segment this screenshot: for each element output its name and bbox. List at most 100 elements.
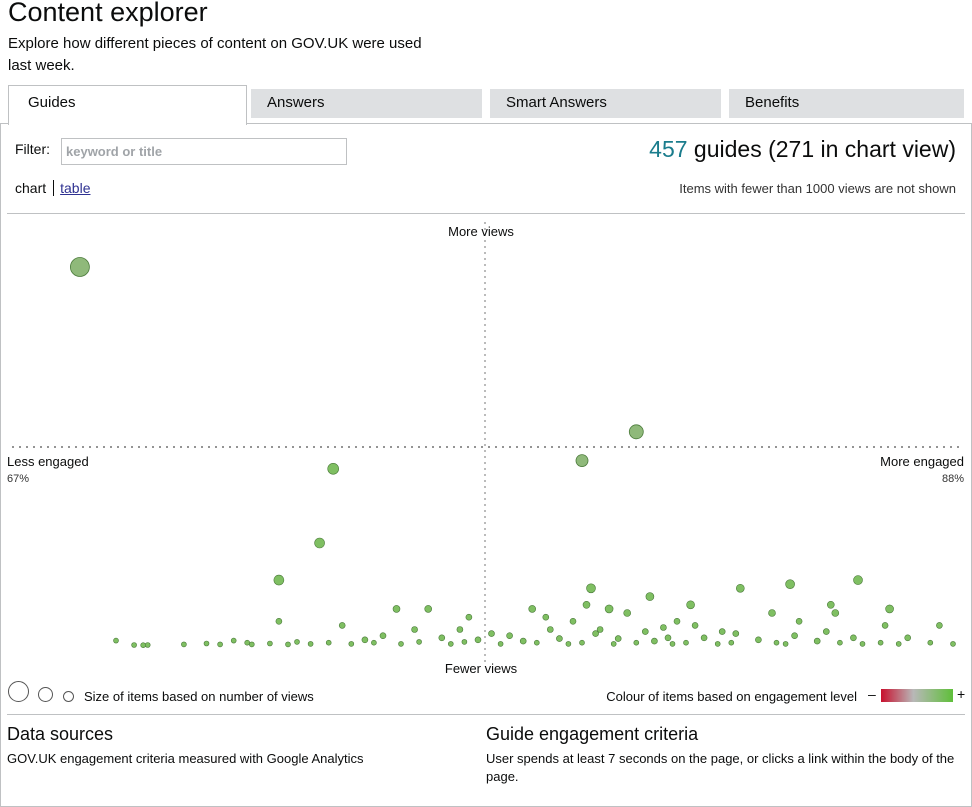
scatter-dot[interactable] (683, 639, 689, 646)
scatter-dot[interactable] (465, 613, 473, 621)
scatter-dot[interactable] (579, 639, 585, 646)
scatter-dot[interactable] (633, 639, 640, 646)
scatter-dot[interactable] (424, 605, 433, 613)
scatter-dot[interactable] (338, 622, 346, 629)
scatter-dot[interactable] (768, 609, 776, 617)
scatter-dot[interactable] (113, 637, 119, 644)
scatter-dot[interactable] (217, 641, 223, 648)
scatter-dot[interactable] (586, 583, 596, 594)
scatter-dot[interactable] (877, 639, 884, 646)
scatter-dot[interactable] (614, 635, 622, 642)
scatter-dot[interactable] (327, 463, 340, 475)
scatter-dot[interactable] (950, 641, 956, 647)
scatter-dot[interactable] (230, 637, 237, 644)
scatter-dot[interactable] (533, 639, 540, 646)
scatter-dot[interactable] (755, 636, 762, 644)
scatter-dot[interactable] (565, 641, 572, 647)
scatter-dot[interactable] (904, 634, 912, 642)
scatter-dot[interactable] (181, 641, 187, 648)
scatter-dot[interactable] (610, 641, 617, 647)
scatter-dot[interactable] (438, 634, 446, 642)
scatter-dot[interactable] (582, 600, 591, 609)
scatter-dot[interactable] (497, 641, 504, 647)
scatter-dot[interactable] (392, 605, 401, 613)
filter-input[interactable] (61, 138, 347, 165)
scatter-dot[interactable] (546, 626, 554, 633)
tab-benefits[interactable]: Benefits (729, 89, 964, 118)
scatter-dot[interactable] (203, 640, 210, 647)
scatter-dot[interactable] (885, 604, 894, 614)
scatter-dot[interactable] (700, 634, 708, 642)
scatter-dot[interactable] (267, 640, 273, 647)
scatter-dot[interactable] (307, 641, 314, 647)
scatter-dot[interactable] (144, 642, 151, 648)
scatter-dot[interactable] (273, 574, 285, 586)
scatter-dot[interactable] (859, 641, 866, 647)
scatter-dot[interactable] (645, 592, 655, 601)
scatter-dot[interactable] (569, 617, 577, 625)
scatter-dot[interactable] (604, 604, 614, 614)
scatter-dot[interactable] (735, 583, 745, 593)
scatter-dot[interactable] (785, 579, 795, 590)
scatter-dot[interactable] (314, 537, 325, 549)
tab-answers[interactable]: Answers (251, 89, 482, 118)
scatter-dot[interactable] (70, 257, 90, 277)
scatter-dot[interactable] (936, 622, 943, 629)
scatter-dot[interactable] (506, 632, 513, 640)
scatter-dot[interactable] (791, 632, 798, 640)
scatter-dot[interactable] (519, 637, 527, 645)
scatter-dot[interactable] (398, 641, 404, 647)
scatter-dot[interactable] (895, 641, 902, 647)
scatter-dot[interactable] (773, 639, 780, 646)
scatter-dot[interactable] (660, 624, 667, 631)
scatter-dot[interactable] (822, 628, 830, 635)
scatter-dot[interactable] (686, 600, 695, 610)
scatter-dot[interactable] (249, 641, 255, 648)
scatter-dot[interactable] (673, 617, 681, 625)
scatter-dot[interactable] (714, 641, 721, 647)
scatter-dot[interactable] (795, 617, 803, 625)
scatter-dot[interactable] (528, 605, 537, 613)
scatter-dot[interactable] (664, 634, 672, 642)
scatter-dot[interactable] (575, 454, 589, 468)
scatter-dot[interactable] (718, 628, 726, 635)
scatter-dot[interactable] (411, 626, 418, 633)
scatter-dot[interactable] (348, 641, 355, 647)
scatter-dot[interactable] (850, 634, 857, 642)
scatter-dot[interactable] (669, 641, 676, 647)
scatter-dot[interactable] (361, 636, 369, 644)
scatter-dot[interactable] (474, 636, 482, 644)
scatter-dot[interactable] (881, 622, 889, 629)
scatter-dot[interactable] (379, 632, 387, 640)
scatter-dot[interactable] (416, 639, 422, 645)
scatter-dot[interactable] (592, 630, 599, 637)
scatter-dot[interactable] (782, 641, 789, 647)
view-table-link[interactable]: table (60, 180, 91, 196)
scatter-dot[interactable] (294, 639, 300, 645)
scatter-dot[interactable] (244, 639, 250, 646)
scatter-dot[interactable] (813, 637, 821, 645)
scatter-dot[interactable] (927, 639, 934, 646)
scatter-dot[interactable] (691, 622, 699, 629)
scatter-dot[interactable] (325, 639, 332, 646)
scatter-dot[interactable] (853, 575, 863, 585)
scatter-dot[interactable] (732, 630, 740, 637)
scatter-dot[interactable] (456, 626, 464, 633)
scatter-dot[interactable] (447, 641, 454, 647)
scatter-dot[interactable] (623, 609, 632, 617)
scatter-dot[interactable] (461, 639, 468, 645)
scatter-dot[interactable] (131, 642, 137, 648)
tab-guides[interactable]: Guides (8, 85, 247, 125)
tab-smart-answers[interactable]: Smart Answers (490, 89, 721, 118)
scatter-dot[interactable] (826, 600, 835, 609)
scatter-dot[interactable] (837, 639, 843, 646)
scatter-dot[interactable] (728, 639, 735, 646)
scatter-dot[interactable] (275, 617, 283, 625)
scatter-dot[interactable] (596, 626, 604, 633)
scatter-dot[interactable] (285, 641, 291, 648)
scatter-dot[interactable] (371, 639, 377, 646)
scatter-dot[interactable] (628, 424, 644, 440)
scatter-dot[interactable] (556, 635, 563, 642)
scatter-dot[interactable] (542, 613, 550, 621)
scatter-dot[interactable] (651, 637, 658, 645)
